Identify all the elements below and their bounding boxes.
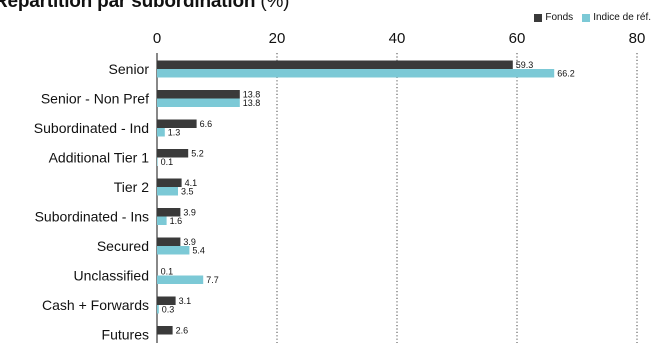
legend-label-indice: Indice de réf. xyxy=(593,12,651,23)
data-label-fonds: 13.8 xyxy=(243,90,261,100)
bar-indice xyxy=(157,305,159,314)
legend-label-fonds: Fonds xyxy=(545,12,574,23)
bar-indice xyxy=(157,275,204,284)
data-label-indice: 13.8 xyxy=(243,98,261,108)
data-label-fonds: 2.6 xyxy=(176,326,189,336)
data-label-fonds: 3.9 xyxy=(183,237,196,247)
x-tick-label: 40 xyxy=(389,30,406,47)
bar-fonds xyxy=(157,267,158,276)
bar-fonds xyxy=(157,119,197,128)
bar-fonds xyxy=(157,60,513,69)
category-label: Subordinated - Ind xyxy=(34,120,149,136)
bar-fonds xyxy=(157,237,181,246)
data-label-indice: 66.2 xyxy=(557,69,575,79)
data-label-indice: 0.3 xyxy=(162,305,175,315)
data-label-fonds: 5.2 xyxy=(191,149,204,159)
data-label-indice: 1.6 xyxy=(170,216,183,226)
legend-entry-fonds: Fonds xyxy=(534,12,573,23)
bar-indice xyxy=(157,69,555,78)
bar-indice xyxy=(157,246,190,255)
category-label: Senior - Non Pref xyxy=(41,91,149,107)
data-label-fonds: 3.1 xyxy=(179,296,192,306)
bar-indice xyxy=(157,157,158,166)
data-label-indice: 1.3 xyxy=(168,128,181,138)
category-label: Cash + Forwards xyxy=(42,297,149,313)
bar-indice xyxy=(157,216,167,225)
bar-fonds xyxy=(157,90,240,99)
category-label: Tier 2 xyxy=(114,179,149,195)
data-label-indice: 7.7 xyxy=(206,275,219,285)
x-tick-label: 0 xyxy=(153,30,161,47)
data-label-fonds: 59.3 xyxy=(516,60,534,70)
category-label: Secured xyxy=(97,238,149,254)
x-tick-label: 80 xyxy=(629,30,646,47)
category-label: Unclassified xyxy=(74,268,149,284)
bar-fonds xyxy=(157,296,176,305)
bar-fonds xyxy=(157,326,173,335)
data-label-fonds: 6.6 xyxy=(200,119,213,129)
chart-title: Répartition par subordination (%) xyxy=(0,0,290,13)
legend-entry-indice: Indice de réf. xyxy=(582,12,651,23)
bar-fonds xyxy=(157,178,182,187)
bar-indice xyxy=(157,98,240,107)
data-label-fonds: 3.9 xyxy=(183,208,196,218)
data-label-indice: 0.1 xyxy=(161,157,174,167)
legend-swatch-indice xyxy=(582,13,591,22)
data-label-indice: 3.5 xyxy=(181,187,194,197)
legend-swatch-fonds xyxy=(534,13,543,22)
category-label: Additional Tier 1 xyxy=(49,150,150,166)
bar-fonds xyxy=(157,208,181,217)
bar-indice xyxy=(157,187,178,196)
chart-title-unit: (%) xyxy=(260,0,290,12)
data-label-indice: 5.4 xyxy=(192,246,205,256)
x-tick-label: 60 xyxy=(509,30,526,47)
bar-fonds xyxy=(157,149,189,158)
category-label: Senior xyxy=(109,61,150,77)
category-label: Subordinated - Ins xyxy=(35,209,149,225)
data-label-fonds: 0.1 xyxy=(161,267,174,277)
data-label-fonds: 4.1 xyxy=(185,178,198,188)
chart-legend: Fonds Indice de réf. xyxy=(534,12,651,23)
bar-indice xyxy=(157,128,165,137)
x-tick-label: 20 xyxy=(269,30,286,47)
chart-title-text: Répartition par subordination xyxy=(0,0,256,12)
category-label: Futures xyxy=(102,327,149,343)
